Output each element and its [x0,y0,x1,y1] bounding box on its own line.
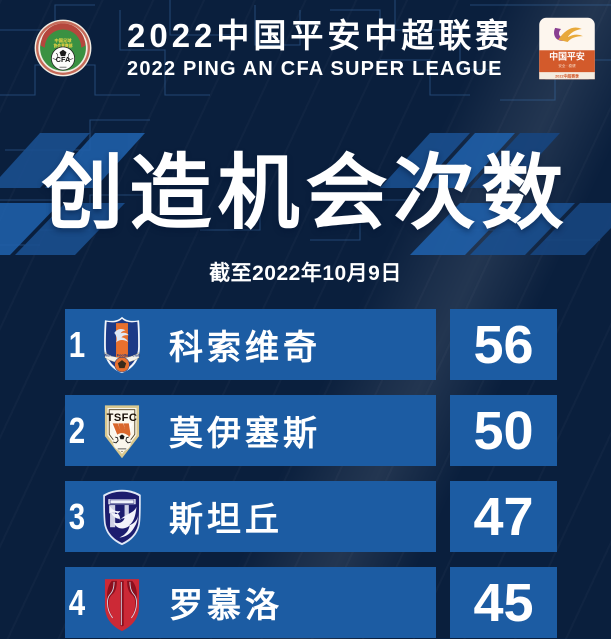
svg-text:CFA: CFA [56,55,71,64]
svg-text:Wuhan Football Club: Wuhan Football Club [104,353,141,357]
svg-text:TSFC: TSFC [107,411,138,423]
svg-text:中国平安: 中国平安 [549,51,585,62]
svg-text:中国足球: 中国足球 [55,37,73,44]
svg-text:安全 · 稳健: 安全 · 稳健 [558,63,576,68]
svg-text:2022中超赛季: 2022中超赛季 [555,73,579,78]
